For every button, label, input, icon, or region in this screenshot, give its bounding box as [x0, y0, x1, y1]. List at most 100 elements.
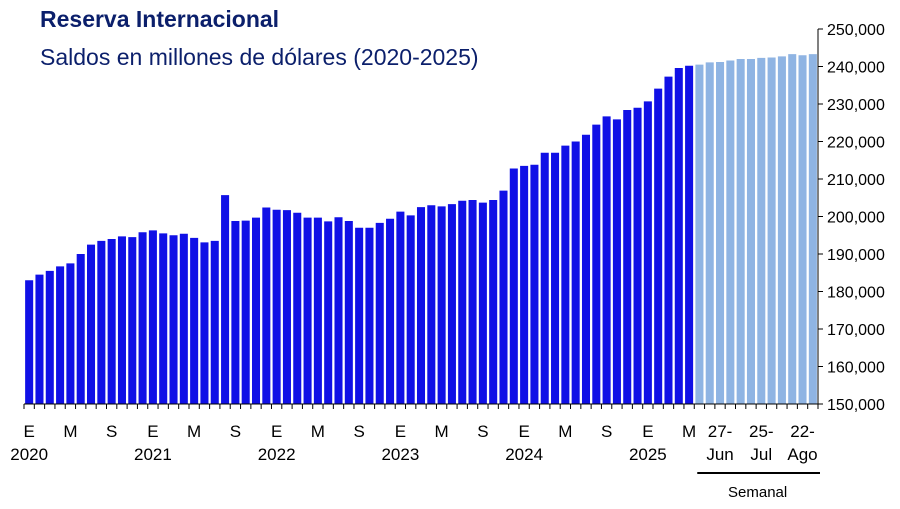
- monthly-bar: [293, 212, 302, 404]
- monthly-bar: [45, 270, 54, 405]
- week-tick-label-day: 25-: [749, 422, 774, 441]
- monthly-bar: [416, 207, 426, 405]
- month-tick-label: M: [311, 422, 325, 441]
- monthly-bar: [612, 119, 621, 405]
- monthly-bar: [56, 266, 65, 405]
- monthly-bar: [375, 222, 384, 405]
- weekly-bar: [808, 54, 817, 405]
- chart-subtitle: Saldos en millones de dólares (2020-2025…: [40, 44, 479, 70]
- month-tick-label: M: [435, 422, 449, 441]
- y-tick-label: 240,000: [827, 60, 885, 77]
- monthly-bar: [520, 165, 529, 405]
- monthly-bar: [458, 200, 467, 404]
- y-tick-label: 210,000: [827, 172, 885, 189]
- month-tick-label: E: [642, 422, 653, 441]
- monthly-bar: [437, 206, 446, 405]
- year-tick-label: 2025: [629, 445, 667, 464]
- weekly-bar: [788, 54, 797, 405]
- monthly-bar: [128, 237, 137, 405]
- month-tick-label: S: [477, 422, 488, 441]
- monthly-bar: [386, 218, 395, 404]
- monthly-bar: [159, 233, 168, 405]
- month-tick-label: S: [230, 422, 241, 441]
- month-tick-label: M: [682, 422, 696, 441]
- weekly-bar: [716, 62, 725, 404]
- monthly-bar: [623, 110, 632, 404]
- monthly-bar: [179, 233, 188, 404]
- y-tick-label: 160,000: [827, 360, 885, 377]
- monthly-bar: [509, 168, 518, 404]
- y-tick-label: 200,000: [827, 210, 885, 227]
- year-tick-label: 2024: [505, 445, 543, 464]
- monthly-bar: [251, 217, 261, 405]
- y-tick-label: 220,000: [827, 135, 885, 152]
- y-tick-label: 180,000: [827, 285, 885, 302]
- month-tick-label: E: [518, 422, 529, 441]
- month-tick-label: E: [271, 422, 282, 441]
- week-tick-label-month: Jul: [750, 445, 772, 464]
- month-tick-label: M: [558, 422, 572, 441]
- week-tick-label-day: 27-: [708, 422, 733, 441]
- weekly-bar: [757, 57, 766, 405]
- monthly-bar: [25, 280, 34, 404]
- monthly-bar: [117, 236, 126, 405]
- monthly-bar: [427, 205, 436, 404]
- monthly-bar: [334, 217, 343, 404]
- weekly-bar: [798, 55, 807, 404]
- monthly-bar: [478, 202, 487, 405]
- week-tick-label-day: 22-: [790, 422, 815, 441]
- month-tick-label: E: [395, 422, 406, 441]
- monthly-bar: [138, 232, 147, 404]
- month-tick-label: E: [23, 422, 34, 441]
- monthly-bar: [107, 239, 116, 404]
- monthly-bar: [313, 217, 322, 405]
- monthly-bar: [664, 76, 673, 405]
- weekly-bar: [746, 59, 755, 404]
- monthly-bar: [231, 221, 240, 404]
- bars-group: [25, 54, 817, 405]
- week-tick-label-month: Jun: [706, 445, 733, 464]
- weekly-bar: [736, 59, 745, 404]
- monthly-bar: [406, 215, 415, 405]
- monthly-bar: [592, 124, 601, 405]
- monthly-bar: [489, 200, 498, 404]
- year-tick-label: 2020: [10, 445, 48, 464]
- month-tick-label: M: [187, 422, 201, 441]
- monthly-bar: [499, 190, 508, 404]
- y-axis: 150,000 160,000 170,000 180,000 190,000 200,0…: [817, 22, 885, 414]
- year-tick-label: 2022: [258, 445, 296, 464]
- monthly-bar: [282, 210, 291, 405]
- monthly-bar: [685, 65, 694, 404]
- monthly-bar: [66, 263, 75, 405]
- year-tick-label: 2023: [381, 445, 419, 464]
- monthly-bar: [654, 88, 663, 405]
- week-tick-label-month: Ago: [787, 445, 817, 464]
- monthly-bar: [241, 220, 250, 405]
- weekly-bar: [695, 64, 704, 405]
- monthly-bar: [530, 164, 539, 404]
- year-tick-label: 2021: [134, 445, 172, 464]
- monthly-bar: [97, 240, 106, 405]
- monthly-bar: [396, 211, 405, 405]
- monthly-bar: [551, 152, 560, 404]
- month-tick-label: E: [147, 422, 158, 441]
- y-tick-label: 150,000: [827, 397, 885, 414]
- y-tick-label: 170,000: [827, 322, 885, 339]
- monthly-bar: [262, 207, 271, 404]
- monthly-bar: [221, 195, 230, 404]
- monthly-bar: [633, 107, 642, 404]
- monthly-bar: [76, 254, 85, 404]
- y-tick-label: 250,000: [827, 22, 885, 39]
- monthly-bar: [148, 230, 157, 405]
- monthly-bar: [571, 141, 580, 404]
- weekly-bar: [777, 56, 786, 405]
- month-tick-label: S: [601, 422, 612, 441]
- monthly-bar: [602, 116, 611, 405]
- monthly-bar: [169, 235, 178, 404]
- chart-title: Reserva Internacional: [40, 6, 280, 32]
- weekly-bar: [705, 62, 714, 405]
- x-axis: E M S E M S E M S E M S E M S E M 2020 2021 2022 2023 2024 202…: [10, 403, 820, 501]
- monthly-bar: [272, 209, 281, 404]
- monthly-bar: [324, 221, 333, 405]
